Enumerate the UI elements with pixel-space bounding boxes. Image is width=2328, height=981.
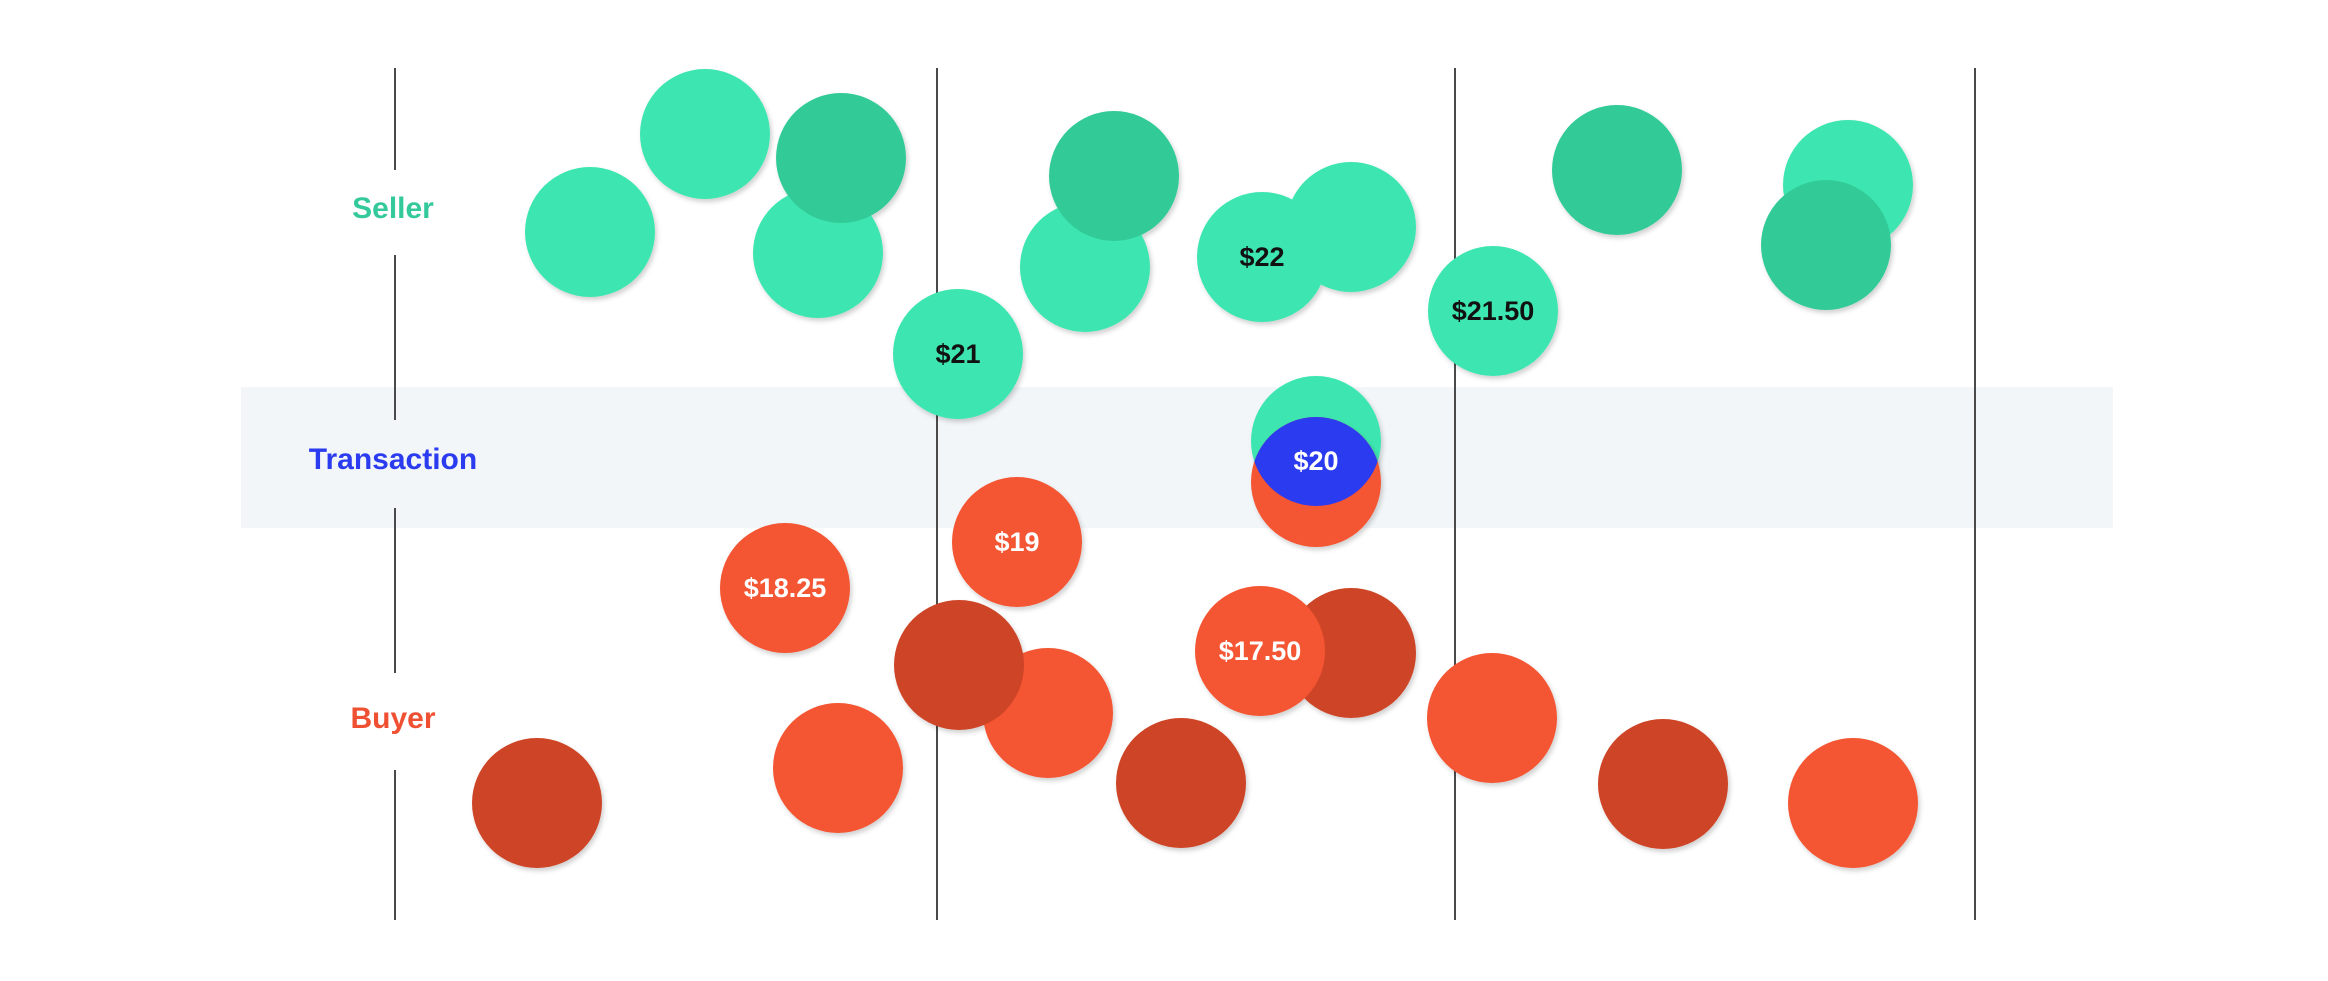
seller-price-bubble-21-50 xyxy=(1428,246,1558,376)
price-label-seller-22: $22 xyxy=(1239,242,1284,272)
seller-label: Seller xyxy=(352,192,434,225)
seller-dot xyxy=(525,167,655,297)
price-label-buyer-19: $19 xyxy=(994,527,1039,557)
transaction-overlap xyxy=(1251,417,1381,506)
price-label-seller-21: $21 xyxy=(935,339,980,369)
seller-dot xyxy=(1049,111,1179,241)
seller-dot xyxy=(1761,180,1891,310)
buyer-dot xyxy=(894,600,1024,730)
buyer-dot xyxy=(1598,719,1728,849)
price-label-buyer-17-50: $17.50 xyxy=(1219,636,1302,666)
buyer-price-bubble-18-25 xyxy=(720,523,850,653)
price-label-transaction-20: $20 xyxy=(1293,446,1338,476)
buyer-dot xyxy=(1788,738,1918,868)
transaction-match xyxy=(1251,376,1381,547)
seller-price-bubble-22 xyxy=(1197,192,1327,322)
seller-circles xyxy=(525,69,1913,419)
buyer-price-bubble-17-50 xyxy=(1195,586,1325,716)
seller-dot xyxy=(776,93,906,223)
buyer-price-bubble-19 xyxy=(952,477,1082,607)
divider-lines xyxy=(394,68,1976,920)
buyer-label: Buyer xyxy=(350,702,435,735)
buyer-dot xyxy=(1286,588,1416,718)
price-label-buyer-18-25: $18.25 xyxy=(744,573,827,603)
buyer-dot xyxy=(472,738,602,868)
transaction-label: Transaction xyxy=(309,443,477,476)
transaction-band xyxy=(241,387,2113,528)
buyer-dot xyxy=(1427,653,1557,783)
seller-dot xyxy=(640,69,770,199)
buyer-circles xyxy=(472,477,1918,868)
buyer-dot xyxy=(1116,718,1246,848)
seller-price-bubble-21 xyxy=(893,289,1023,419)
seller-dot xyxy=(1552,105,1682,235)
price-label-seller-21-50: $21.50 xyxy=(1452,296,1535,326)
price-labels: $21 $22 $21.50 $20 $19 $18.25 $17.50 xyxy=(744,242,1535,666)
buyer-dot xyxy=(773,703,903,833)
